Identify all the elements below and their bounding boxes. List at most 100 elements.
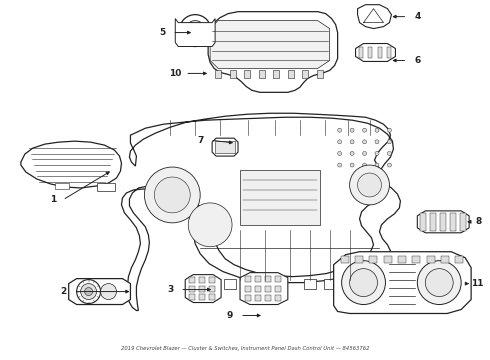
- Circle shape: [179, 15, 211, 46]
- Circle shape: [425, 269, 453, 297]
- Circle shape: [417, 261, 461, 305]
- Text: 2019 Chevrolet Blazer — Cluster & Switches, Instrument Panel Dash Control Unit —: 2019 Chevrolet Blazer — Cluster & Switch…: [121, 346, 369, 351]
- Bar: [427, 256, 435, 263]
- Bar: [460, 213, 466, 231]
- Text: 9: 9: [227, 311, 233, 320]
- Circle shape: [388, 152, 392, 156]
- Bar: [215, 141, 235, 153]
- Bar: [273, 71, 279, 78]
- Text: 1: 1: [49, 195, 56, 204]
- Circle shape: [100, 284, 117, 300]
- Polygon shape: [210, 21, 330, 68]
- Bar: [97, 183, 115, 191]
- Text: 7: 7: [197, 136, 203, 145]
- Bar: [189, 293, 195, 300]
- Circle shape: [363, 152, 367, 156]
- Circle shape: [350, 163, 354, 167]
- Polygon shape: [122, 113, 400, 310]
- Circle shape: [338, 140, 342, 144]
- Bar: [275, 276, 281, 282]
- Circle shape: [375, 128, 379, 132]
- Bar: [224, 279, 236, 289]
- Bar: [255, 285, 261, 292]
- Circle shape: [349, 165, 390, 205]
- Circle shape: [388, 128, 392, 132]
- Bar: [288, 71, 294, 78]
- Polygon shape: [21, 141, 122, 188]
- Circle shape: [188, 203, 232, 247]
- Circle shape: [350, 152, 354, 156]
- Bar: [259, 71, 265, 78]
- Bar: [199, 293, 205, 300]
- Circle shape: [375, 152, 379, 156]
- Bar: [209, 285, 215, 292]
- Bar: [384, 256, 392, 263]
- Text: 6: 6: [414, 56, 420, 65]
- Bar: [324, 279, 336, 289]
- Bar: [368, 46, 372, 58]
- Bar: [304, 279, 316, 289]
- Circle shape: [363, 128, 367, 132]
- Text: 2: 2: [61, 287, 67, 296]
- Bar: [265, 294, 271, 301]
- Bar: [199, 285, 205, 292]
- Circle shape: [185, 21, 205, 41]
- Bar: [275, 285, 281, 292]
- Bar: [341, 256, 348, 263]
- Circle shape: [76, 280, 100, 303]
- Bar: [265, 285, 271, 292]
- Circle shape: [388, 163, 392, 167]
- Circle shape: [363, 163, 367, 167]
- Circle shape: [342, 261, 386, 305]
- Bar: [230, 71, 236, 78]
- Circle shape: [350, 128, 354, 132]
- Bar: [388, 46, 392, 58]
- Bar: [398, 256, 406, 263]
- Circle shape: [145, 167, 200, 223]
- Circle shape: [358, 173, 382, 197]
- Bar: [441, 256, 449, 263]
- Bar: [440, 213, 446, 231]
- Circle shape: [349, 269, 377, 297]
- Polygon shape: [69, 279, 130, 305]
- Bar: [359, 46, 363, 58]
- Circle shape: [388, 140, 392, 144]
- Bar: [199, 276, 205, 283]
- Text: 5: 5: [159, 28, 166, 37]
- Bar: [255, 294, 261, 301]
- Bar: [189, 285, 195, 292]
- Bar: [274, 279, 286, 289]
- Polygon shape: [208, 12, 338, 92]
- Circle shape: [375, 140, 379, 144]
- Bar: [209, 293, 215, 300]
- Text: 3: 3: [167, 285, 173, 294]
- Circle shape: [350, 140, 354, 144]
- Bar: [455, 256, 463, 263]
- Bar: [420, 213, 426, 231]
- Text: 10: 10: [169, 69, 181, 78]
- Circle shape: [338, 128, 342, 132]
- Polygon shape: [185, 275, 221, 302]
- Bar: [215, 71, 221, 78]
- Bar: [450, 213, 456, 231]
- Circle shape: [81, 284, 97, 300]
- Circle shape: [85, 288, 93, 296]
- Circle shape: [363, 140, 367, 144]
- Bar: [275, 294, 281, 301]
- Polygon shape: [175, 19, 215, 46]
- Circle shape: [375, 163, 379, 167]
- Bar: [245, 276, 251, 282]
- Bar: [265, 276, 271, 282]
- Bar: [244, 71, 250, 78]
- Circle shape: [190, 26, 200, 36]
- Bar: [369, 256, 377, 263]
- Bar: [302, 71, 308, 78]
- Polygon shape: [212, 138, 238, 156]
- Bar: [317, 71, 323, 78]
- Polygon shape: [358, 5, 392, 28]
- Bar: [255, 276, 261, 282]
- Text: 4: 4: [414, 12, 420, 21]
- Bar: [55, 183, 69, 189]
- Polygon shape: [240, 273, 288, 305]
- Bar: [412, 256, 420, 263]
